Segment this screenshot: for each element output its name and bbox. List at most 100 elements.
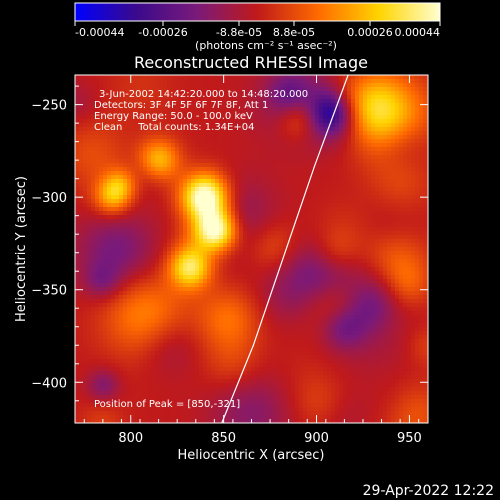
- heatmap-cell: [411, 183, 415, 187]
- heatmap-cell: [291, 235, 295, 239]
- heatmap-cell: [191, 155, 195, 159]
- heatmap-cell: [403, 223, 407, 227]
- heatmap-cell: [351, 279, 355, 283]
- heatmap-cell: [359, 127, 363, 131]
- heatmap-cell: [175, 107, 179, 111]
- heatmap-cell: [279, 243, 283, 247]
- heatmap-cell: [135, 239, 139, 243]
- heatmap-cell: [87, 231, 91, 235]
- heatmap-cell: [339, 151, 343, 155]
- heatmap-cell: [291, 191, 295, 195]
- heatmap-cell: [319, 123, 323, 127]
- heatmap-cell: [279, 279, 283, 283]
- heatmap-cell: [371, 123, 375, 127]
- heatmap-cell: [263, 211, 267, 215]
- heatmap-cell: [135, 223, 139, 227]
- heatmap-cell: [183, 99, 187, 103]
- heatmap-cell: [143, 219, 147, 223]
- heatmap-cell: [311, 87, 315, 91]
- heatmap-cell: [251, 95, 255, 99]
- heatmap-cell: [159, 127, 163, 131]
- heatmap-cell: [167, 171, 171, 175]
- heatmap-cell: [327, 195, 331, 199]
- heatmap-cell: [299, 223, 303, 227]
- heatmap-cell: [163, 295, 167, 299]
- heatmap-cell: [91, 187, 95, 191]
- heatmap-cell: [83, 235, 87, 239]
- heatmap-cell: [247, 275, 251, 279]
- heatmap-cell: [343, 279, 347, 283]
- heatmap-cell: [351, 163, 355, 167]
- heatmap-cell: [187, 139, 191, 143]
- heatmap-cell: [207, 263, 211, 267]
- heatmap-cell: [391, 191, 395, 195]
- heatmap-cell: [271, 199, 275, 203]
- heatmap-cell: [323, 271, 327, 275]
- heatmap-cell: [387, 231, 391, 235]
- heatmap-cell: [303, 203, 307, 207]
- heatmap-cell: [203, 95, 207, 99]
- heatmap-cell: [307, 291, 311, 295]
- heatmap-cell: [319, 163, 323, 167]
- heatmap-cell: [119, 175, 123, 179]
- heatmap-cell: [163, 283, 167, 287]
- heatmap-cell: [127, 195, 131, 199]
- heatmap-cell: [215, 187, 219, 191]
- heatmap-cell: [147, 155, 151, 159]
- heatmap-cell: [287, 275, 291, 279]
- heatmap-cell: [95, 183, 99, 187]
- heatmap-cell: [367, 271, 371, 275]
- heatmap-cell: [335, 203, 339, 207]
- heatmap-cell: [131, 143, 135, 147]
- heatmap-cell: [115, 219, 119, 223]
- heatmap-cell: [295, 95, 299, 99]
- heatmap-cell: [147, 255, 151, 259]
- heatmap-cell: [263, 235, 267, 239]
- heatmap-cell: [79, 179, 83, 183]
- heatmap-cell: [411, 159, 415, 163]
- heatmap-cell: [307, 103, 311, 107]
- heatmap-cell: [271, 195, 275, 199]
- heatmap-cell: [79, 87, 83, 91]
- heatmap-cell: [167, 119, 171, 123]
- heatmap-cell: [351, 107, 355, 111]
- heatmap-cell: [111, 239, 115, 243]
- heatmap-cell: [147, 183, 151, 187]
- heatmap-cell: [223, 143, 227, 147]
- heatmap-cell: [223, 211, 227, 215]
- heatmap-cell: [223, 83, 227, 87]
- heatmap-cell: [283, 183, 287, 187]
- heatmap-cell: [283, 151, 287, 155]
- heatmap-cell: [107, 203, 111, 207]
- heatmap-cell: [131, 243, 135, 247]
- heatmap-cell: [407, 191, 411, 195]
- heatmap-cell: [115, 191, 119, 195]
- heatmap-cell: [255, 163, 259, 167]
- heatmap-cell: [339, 291, 343, 295]
- heatmap-cell: [243, 247, 247, 251]
- heatmap-cell: [231, 111, 235, 115]
- heatmap-cell: [291, 175, 295, 179]
- heatmap-cell: [287, 219, 291, 223]
- heatmap-cell: [139, 111, 143, 115]
- heatmap-cell: [119, 75, 123, 79]
- heatmap-cell: [99, 111, 103, 115]
- heatmap-cell: [303, 199, 307, 203]
- heatmap-cell: [271, 179, 275, 183]
- heatmap-cell: [355, 171, 359, 175]
- heatmap-cell: [267, 275, 271, 279]
- heatmap-cell: [199, 155, 203, 159]
- heatmap-cell: [155, 287, 159, 291]
- heatmap-cell: [79, 207, 83, 211]
- heatmap-cell: [303, 163, 307, 167]
- heatmap-cell: [311, 259, 315, 263]
- heatmap-cell: [207, 115, 211, 119]
- heatmap-cell: [203, 291, 207, 295]
- heatmap-cell: [223, 159, 227, 163]
- heatmap-cell: [391, 95, 395, 99]
- heatmap-cell: [331, 143, 335, 147]
- heatmap-cell: [387, 75, 391, 79]
- heatmap-cell: [187, 111, 191, 115]
- heatmap-cell: [347, 147, 351, 151]
- heatmap-cell: [247, 91, 251, 95]
